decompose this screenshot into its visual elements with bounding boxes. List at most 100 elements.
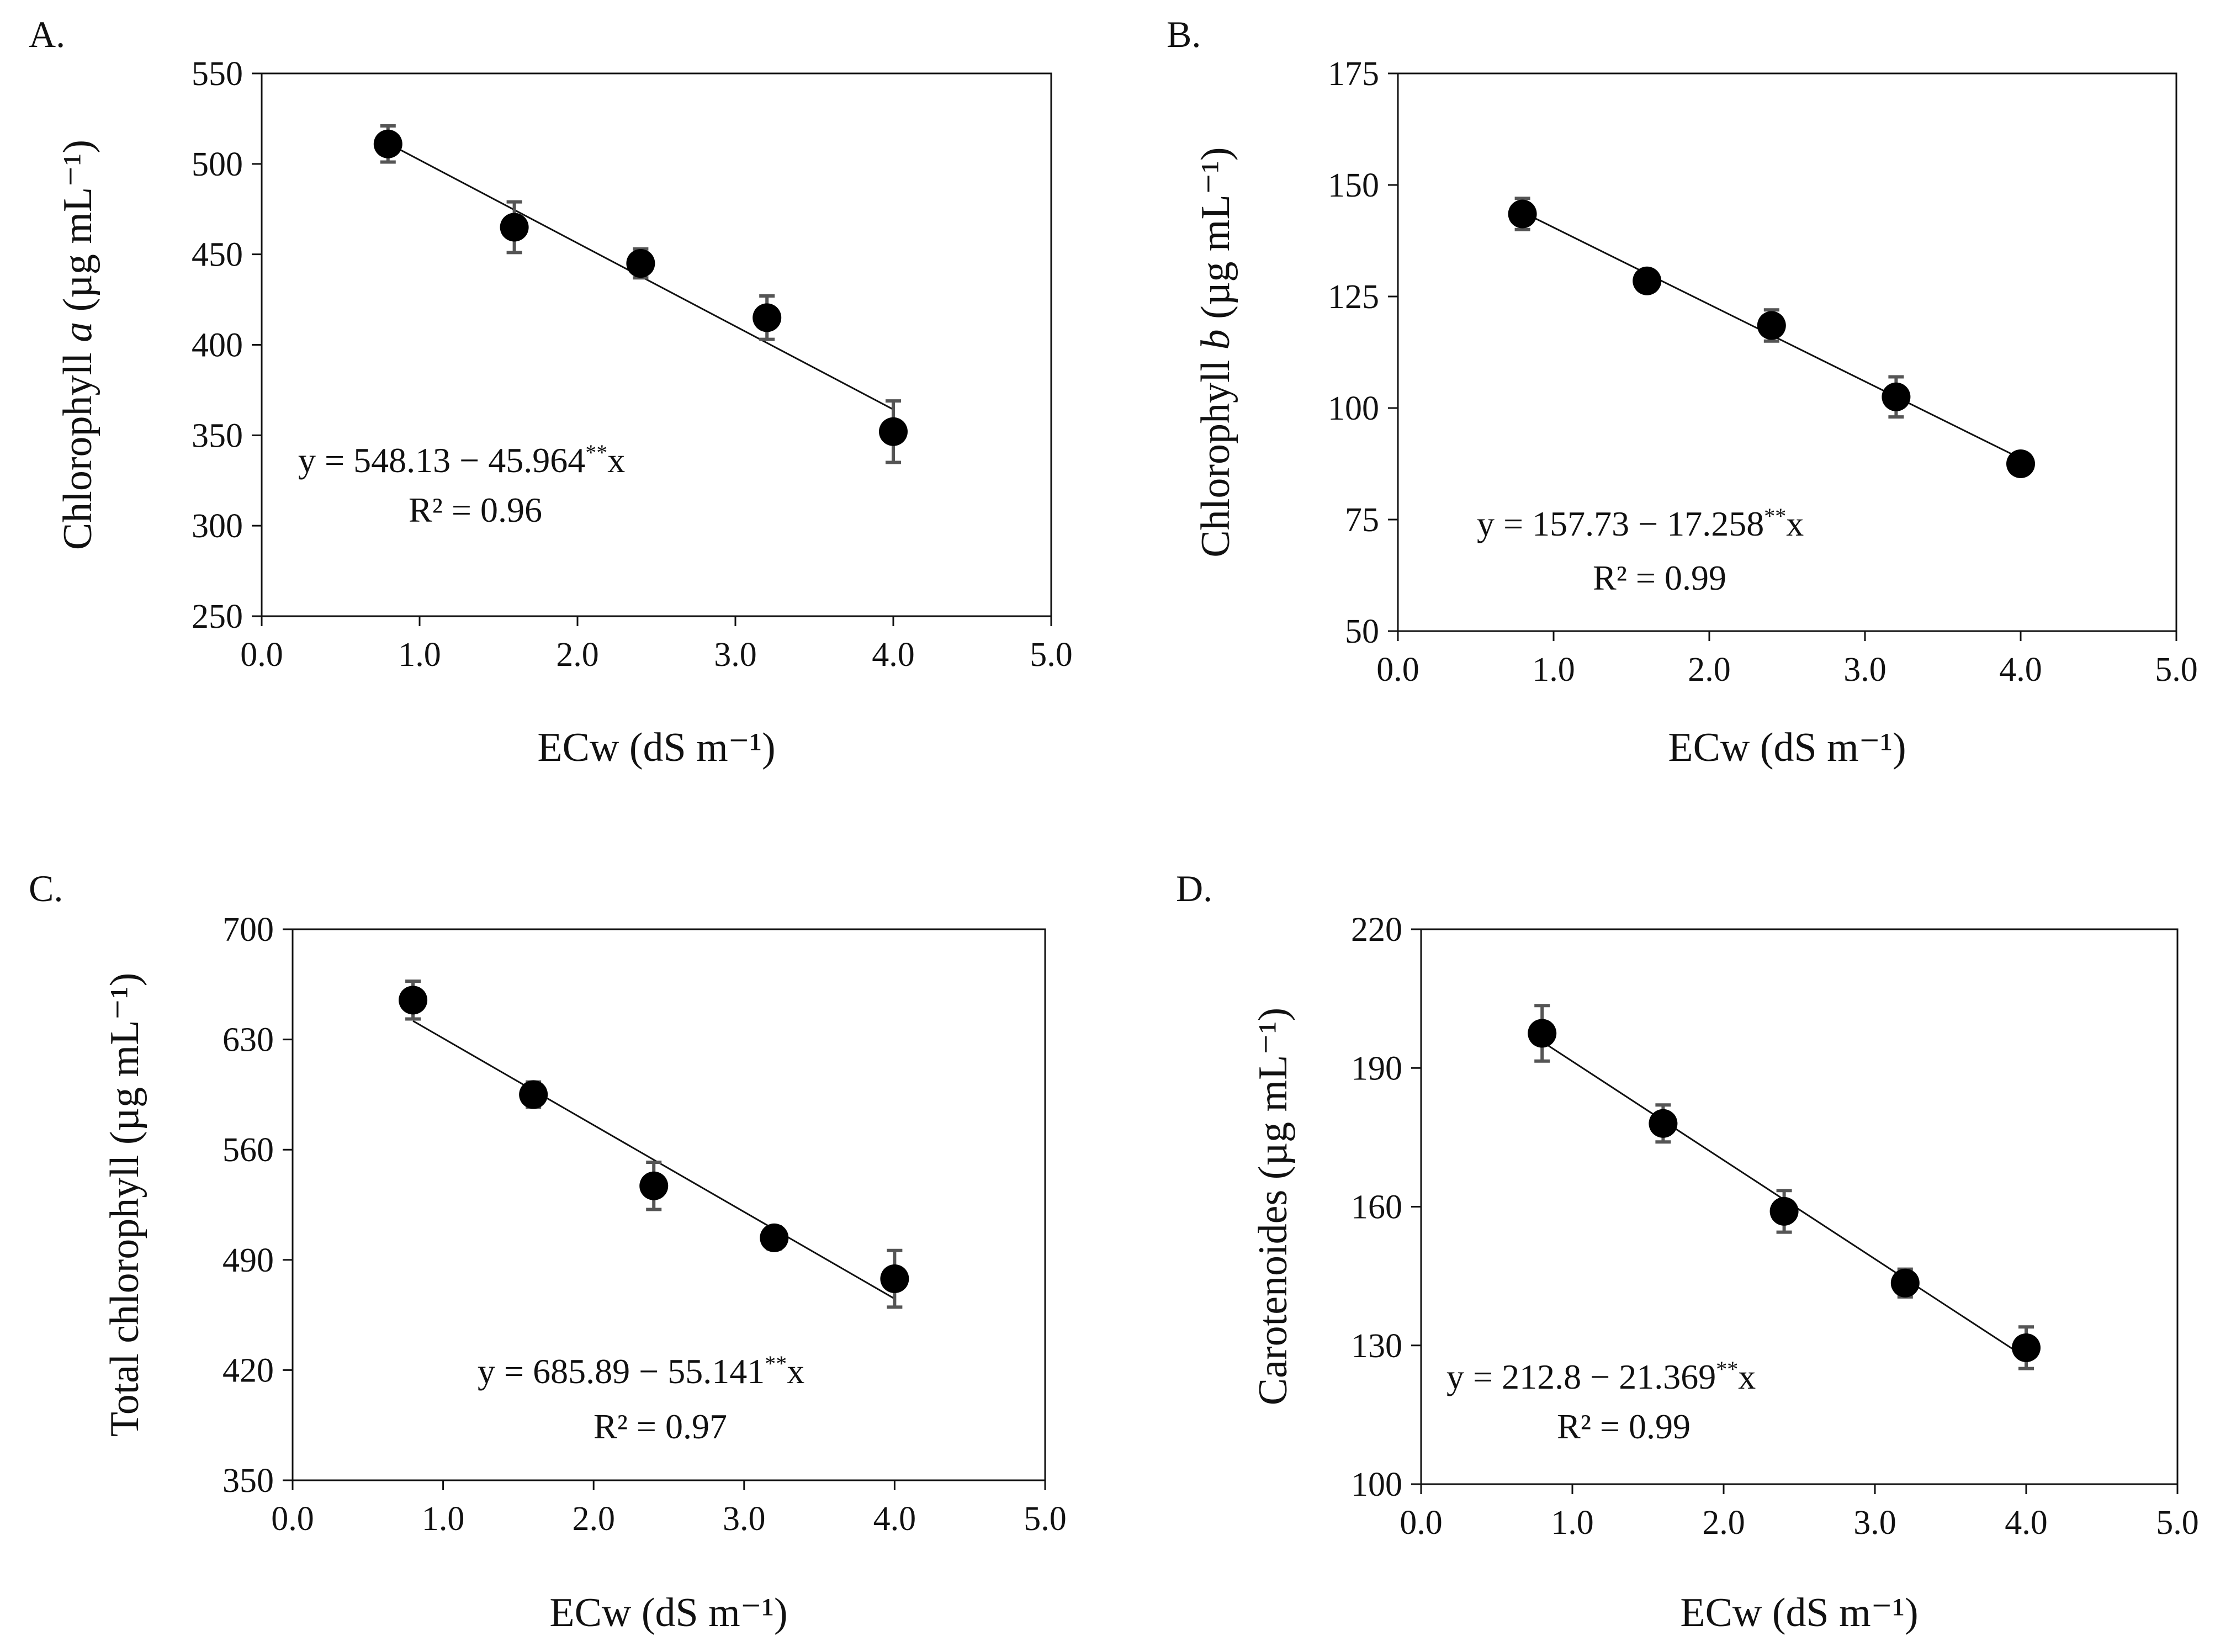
y-tick-label: 250 [192,598,243,636]
panel-d-letter: D. [1176,867,1212,909]
x-axis-label: ECw (dS m⁻¹) [549,1590,787,1635]
y-axis-label: Total chlorophyll (µg mL⁻¹) [102,973,147,1437]
data-point [639,1171,669,1200]
y-tick-label: 125 [1328,278,1379,316]
data-point [500,213,529,242]
panel-c: C. Total chlorophyll (µg mL⁻¹) ECw (dS m… [29,867,1067,1635]
data-point [626,249,655,278]
x-axis-label: ECw (dS m⁻¹) [1668,725,1906,770]
x-tick-label: 4.0 [1999,651,2042,689]
x-tick-label: 3.0 [1853,1504,1896,1542]
x-tick-label: 5.0 [2155,651,2198,689]
x-tick-label: 1.0 [398,636,441,674]
y-tick-label: 190 [1351,1050,1402,1087]
regression-line [412,1020,895,1300]
regression-equation: y = 685.89 − 55.141**x [478,1351,804,1391]
data-point [1890,1268,1920,1298]
y-axis-label: Chlorophyll b (µg mL⁻¹) [1193,147,1238,557]
data-point [880,1264,909,1294]
x-tick-label: 0.0 [1376,651,1419,689]
chart-b: Chlorophyll b (µg mL⁻¹) ECw (dS m⁻¹) y =… [1193,55,2198,770]
x-tick-label: 5.0 [1030,636,1073,674]
y-tick-label: 550 [192,55,243,93]
x-axis-label: ECw (dS m⁻¹) [537,725,775,770]
x-tick-label: 4.0 [872,636,915,674]
y-tick-label: 100 [1328,390,1379,427]
y-tick-label: 175 [1328,55,1379,93]
regression-equation: y = 212.8 − 21.369**x [1446,1357,1756,1397]
x-tick-label: 3.0 [723,1500,766,1538]
y-tick-label: 490 [222,1242,274,1279]
data-point [2012,1333,2041,1362]
y-tick-label: 450 [192,236,243,274]
r-squared: R² = 0.99 [1557,1407,1691,1446]
panel-b-letter: B. [1167,13,1201,55]
x-tick-label: 5.0 [1024,1500,1067,1538]
panel-d: D. Carotenoides (µg mL⁻¹) ECw (dS m⁻¹) y… [1176,867,2199,1635]
regression-equation: y = 548.13 − 45.964**x [298,440,625,480]
y-tick-label: 400 [192,327,243,364]
y-tick-label: 630 [222,1021,274,1059]
x-tick-label: 3.0 [1843,651,1887,689]
x-tick-label: 4.0 [873,1500,916,1538]
x-tick-label: 0.0 [240,636,283,674]
data-point [1633,266,1662,295]
x-tick-label: 5.0 [2156,1504,2199,1542]
y-tick-label: 560 [222,1131,274,1169]
x-tick-label: 1.0 [422,1500,465,1538]
plot-area-frame [292,928,1046,1481]
r-squared: R² = 0.96 [409,490,542,530]
x-tick-label: 3.0 [714,636,757,674]
x-axis-label: ECw (dS m⁻¹) [1680,1590,1918,1635]
panel-b: B. Chlorophyll b (µg mL⁻¹) ECw (dS m⁻¹) … [1167,13,2198,770]
panel-c-letter: C. [29,867,63,909]
data-point [1769,1196,1799,1226]
data-point [753,303,782,332]
data-point [373,129,402,158]
y-tick-label: 75 [1345,501,1379,539]
data-point [519,1080,548,1109]
regression-equation: y = 157.73 − 17.258**x [1477,504,1804,544]
data-point [1508,199,1537,229]
x-tick-label: 1.0 [1532,651,1575,689]
y-axis-label: Chlorophyll a (µg mL⁻¹) [55,140,100,550]
r-squared: R² = 0.99 [1593,558,1726,597]
y-tick-label: 220 [1351,911,1402,949]
x-tick-label: 2.0 [572,1500,615,1538]
x-tick-label: 2.0 [1688,651,1731,689]
data-point [1882,382,1911,411]
chart-a: Chlorophyll a (µg mL⁻¹) ECw (dS m⁻¹) y =… [55,55,1073,770]
data-point [879,417,908,446]
x-tick-label: 1.0 [1551,1504,1594,1542]
data-point [1649,1109,1678,1138]
chart-d: Carotenoides (µg mL⁻¹) ECw (dS m⁻¹) y = … [1250,911,2199,1635]
x-tick-label: 2.0 [1702,1504,1745,1542]
y-tick-label: 420 [222,1352,274,1389]
x-tick-label: 0.0 [271,1500,314,1538]
y-tick-label: 350 [192,417,243,454]
y-tick-label: 300 [192,507,243,545]
panel-a-letter: A. [29,13,65,55]
plot-area-frame [1397,72,2177,632]
data-point [760,1223,789,1252]
x-tick-label: 2.0 [556,636,599,674]
y-tick-label: 350 [222,1462,274,1500]
x-tick-label: 4.0 [2005,1504,2048,1542]
x-tick-label: 0.0 [1400,1504,1443,1542]
chart-c: Total chlorophyll (µg mL⁻¹) ECw (dS m⁻¹)… [102,911,1067,1635]
data-point [2006,449,2035,478]
r-squared: R² = 0.97 [594,1407,727,1446]
y-tick-label: 160 [1351,1189,1402,1226]
y-tick-label: 50 [1345,613,1379,650]
panel-a: A. Chlorophyll a (µg mL⁻¹) ECw (dS m⁻¹) … [29,13,1073,770]
data-point [1757,311,1786,340]
data-point [1528,1019,1557,1048]
y-tick-label: 100 [1351,1466,1402,1503]
y-axis-label: Carotenoides (µg mL⁻¹) [1250,1008,1296,1405]
y-tick-label: 700 [222,911,274,949]
y-tick-label: 150 [1328,167,1379,204]
data-point [399,986,428,1015]
y-tick-label: 500 [192,146,243,183]
y-tick-label: 130 [1351,1327,1402,1365]
